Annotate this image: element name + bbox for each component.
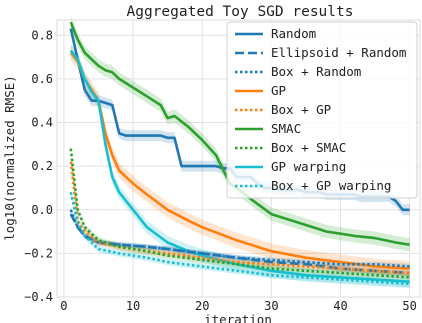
- x-tick-label: 0: [60, 299, 67, 313]
- y-tick-label: 0.8: [31, 28, 53, 42]
- chart-title: Aggregated Toy SGD results: [127, 4, 354, 20]
- legend-label: Box + GP warping: [271, 178, 391, 193]
- y-tick-label: 0.4: [31, 116, 53, 130]
- x-axis-label: iteration: [204, 312, 272, 323]
- x-tick-label: 20: [195, 299, 209, 313]
- legend-label: Ellipsoid + Random: [271, 45, 406, 60]
- y-tick-label: −0.2: [24, 246, 53, 260]
- legend-label: Box + Random: [271, 64, 361, 79]
- y-tick-label: 0.2: [31, 159, 53, 173]
- legend-label: GP: [271, 83, 286, 98]
- legend-label: SMAC: [271, 121, 301, 136]
- y-tick-label: −0.4: [24, 290, 53, 304]
- x-tick-label: 10: [126, 299, 140, 313]
- x-tick-label: 50: [402, 299, 416, 313]
- legend-label: Box + GP: [271, 102, 331, 117]
- y-axis-label: log10(normalized RMSE): [2, 75, 17, 241]
- y-tick-label: 0.6: [31, 72, 53, 86]
- legend-label: GP warping: [271, 159, 346, 174]
- legend-label: Random: [271, 26, 316, 41]
- legend: Random Ellipsoid + Random Box + Random GP Bo…: [227, 22, 417, 198]
- x-tick-label: 30: [264, 299, 278, 313]
- legend-label: Box + SMAC: [271, 140, 346, 155]
- y-tick-label: 0.0: [31, 203, 53, 217]
- x-tick-label: 40: [333, 299, 347, 313]
